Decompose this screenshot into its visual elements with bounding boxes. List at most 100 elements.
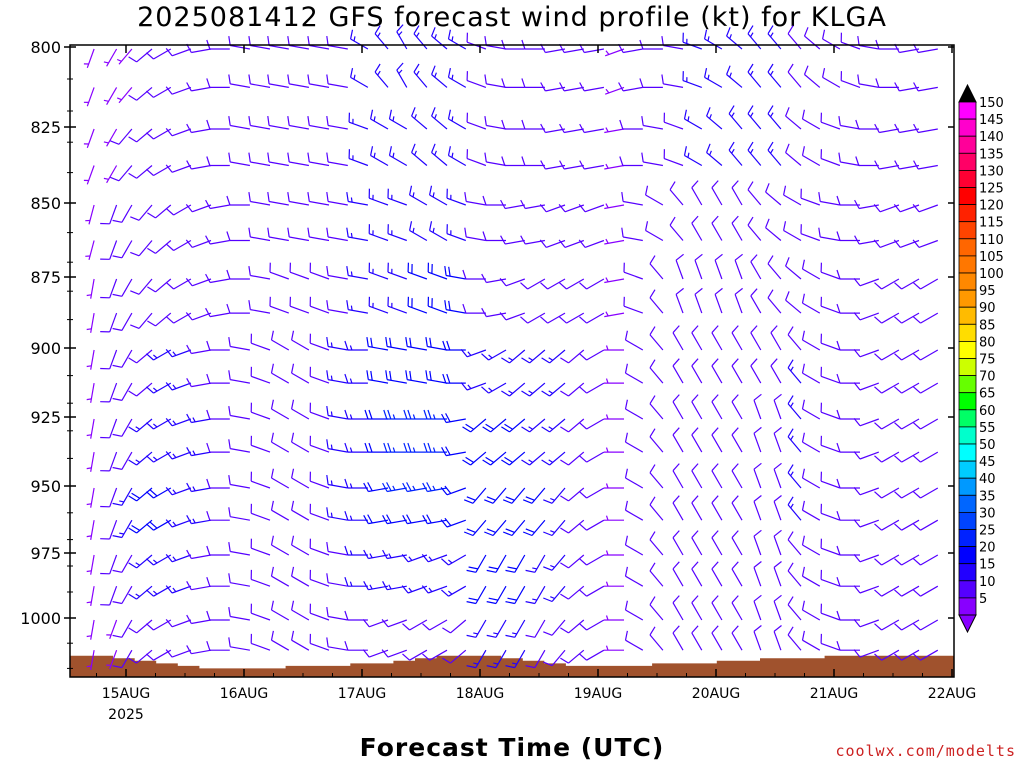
wind-barb	[100, 554, 118, 575]
barb-flag	[505, 634, 515, 638]
wind-barb	[326, 152, 348, 167]
barb-flag	[711, 561, 719, 570]
wind-barb	[539, 239, 566, 248]
barb-half-flag	[707, 36, 710, 42]
barb-flag	[402, 482, 408, 492]
barb-staff	[514, 554, 526, 573]
barb-staff	[309, 411, 330, 420]
barb-staff	[327, 274, 348, 280]
wind-barb	[228, 607, 251, 621]
wind-barb	[326, 475, 348, 489]
barb-staff	[118, 87, 133, 104]
wind-barb	[109, 128, 133, 145]
barb-staff	[649, 297, 664, 314]
barb-half-flag	[172, 420, 177, 425]
barb-flag	[691, 325, 699, 334]
colorbar-swatch	[958, 204, 977, 223]
barb-flag	[112, 327, 123, 331]
wind-barb	[560, 649, 585, 664]
wind-barb	[309, 503, 330, 521]
barb-half-flag	[528, 459, 533, 463]
wind-barb	[382, 482, 407, 493]
barb-staff	[711, 365, 723, 384]
barb-staff	[765, 227, 782, 241]
wind-barb	[604, 277, 625, 284]
wind-barb	[86, 520, 95, 541]
barb-flag	[166, 316, 174, 324]
wind-barb	[86, 418, 95, 439]
barb-flag	[499, 312, 507, 321]
barb-flag	[382, 482, 388, 492]
barb-flag	[364, 442, 369, 453]
barb-staff	[859, 382, 880, 391]
barb-staff	[309, 547, 330, 556]
wind-barb	[855, 119, 879, 130]
wind-barb	[346, 266, 369, 280]
wind-barb	[112, 619, 133, 638]
barb-flag	[402, 623, 410, 631]
wind-barb	[521, 349, 546, 364]
credit-link[interactable]: coolwx.com/modelts	[835, 742, 1016, 760]
barb-staff	[448, 585, 467, 597]
wind-barb	[344, 478, 368, 489]
barb-flag	[128, 136, 137, 143]
wind-barb	[248, 192, 271, 206]
barb-flag	[109, 176, 120, 182]
barb-staff	[431, 115, 448, 130]
barb-flag	[482, 426, 491, 433]
barb-flag	[787, 63, 794, 73]
barb-half-flag	[392, 485, 396, 491]
barb-flag	[326, 36, 329, 46]
wind-barb	[482, 418, 507, 433]
wind-barb	[820, 569, 841, 587]
barb-flag	[785, 143, 790, 153]
wind-barb	[604, 515, 624, 521]
colorbar-label: 100	[979, 267, 1004, 282]
wind-barb	[228, 507, 251, 521]
barb-half-flag	[86, 570, 92, 573]
barb-staff	[250, 236, 271, 242]
barb-flag	[579, 558, 587, 566]
wind-barb	[579, 451, 605, 463]
barb-flag	[913, 523, 921, 531]
barb-staff	[407, 305, 428, 314]
barb-staff	[901, 451, 920, 463]
barb-flag	[579, 422, 587, 430]
barb-flag	[645, 221, 649, 231]
barb-flag	[131, 524, 141, 531]
wind-barb	[206, 577, 230, 587]
barb-staff	[448, 154, 467, 167]
barb-flag	[913, 455, 921, 463]
wind-barb	[307, 74, 330, 88]
barb-staff	[625, 544, 644, 556]
wind-barb	[226, 303, 250, 314]
wind-barb	[206, 156, 230, 167]
barb-flag	[520, 282, 528, 290]
barb-staff	[269, 305, 290, 314]
wind-barb	[396, 62, 408, 88]
barb-flag	[558, 204, 566, 213]
barb-staff	[726, 74, 743, 88]
wind-barb	[267, 227, 289, 242]
barb-flag	[787, 596, 794, 606]
barb-flag	[112, 397, 123, 401]
barb-staff	[586, 619, 605, 631]
wind-barb	[836, 641, 860, 651]
barb-staff	[271, 544, 290, 556]
barb-staff	[750, 332, 762, 351]
barb-staff	[407, 345, 428, 351]
barb-flag	[818, 192, 821, 202]
barb-flag	[714, 287, 723, 295]
barb-flag	[413, 63, 420, 73]
barb-staff	[250, 375, 271, 384]
barb-flag	[409, 221, 413, 231]
barb-staff	[672, 632, 684, 651]
wind-barb	[248, 152, 271, 167]
barb-staff	[804, 74, 821, 88]
barb-flag	[147, 286, 156, 293]
x-tick-label: 21AUG	[810, 686, 859, 702]
barb-flag	[186, 447, 192, 456]
wind-barb	[326, 116, 348, 130]
wind-barb	[747, 141, 762, 166]
barb-flag	[344, 610, 349, 621]
